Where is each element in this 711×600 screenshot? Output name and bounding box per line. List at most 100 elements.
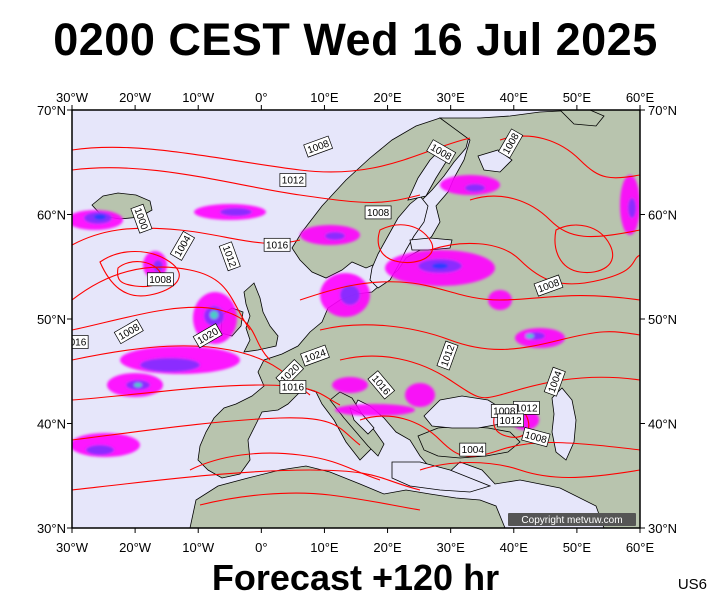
isobar-label-text: 1004	[462, 445, 485, 456]
isobar-label: 1016	[279, 380, 307, 394]
isobar-line	[72, 167, 421, 204]
precipitation-area	[153, 260, 163, 272]
latitude-label: 30°N	[648, 521, 677, 536]
isobar-label-box	[426, 139, 457, 165]
isobar-label-text: 1012	[499, 416, 522, 427]
longitude-label: 20°E	[373, 90, 402, 105]
isobar-label-box	[169, 230, 196, 261]
precipitation-area	[465, 184, 485, 192]
longitude-label: 30°W	[56, 540, 89, 555]
longitude-label: 0°	[255, 540, 267, 555]
longitude-label: 40°E	[500, 90, 529, 105]
longitude-label: 60°E	[626, 90, 655, 105]
isobar-label: 1008	[364, 205, 392, 220]
isobar-line	[72, 469, 421, 491]
latitude-label: 40°N	[648, 417, 677, 432]
isobar-label-text: 1008	[493, 406, 516, 417]
inland-seas	[349, 149, 577, 493]
isobar-label-text: 1016	[282, 382, 305, 393]
isobar-label: 1012	[497, 413, 524, 428]
isobar-line	[72, 266, 251, 331]
isobar-label: 1016	[263, 237, 291, 252]
isobar-label-box	[147, 272, 174, 287]
latitude-labels-right: 70°N 60°N 50°N 40°N 30°N	[648, 103, 677, 536]
isobar-label-box	[303, 135, 334, 158]
isobar-line	[199, 492, 421, 511]
precipitation-area	[332, 377, 368, 393]
isobar-label-box	[279, 173, 307, 187]
latitude-label: 30°N	[37, 521, 66, 536]
precipitation-area	[628, 198, 636, 218]
copyright-text: Copyright metvuw.com	[521, 515, 622, 526]
isobar-label-box	[459, 442, 487, 457]
isobar-label-box	[130, 203, 153, 234]
isobar-label-text: 1016	[266, 240, 289, 251]
longitude-label: 10°E	[310, 540, 339, 555]
isobar-line	[299, 281, 640, 301]
isobar-lines	[72, 135, 640, 511]
caspian-sea	[551, 387, 577, 461]
isobar-label-box	[497, 413, 524, 428]
isobar-label: 1016	[64, 335, 89, 349]
isobar-line	[377, 224, 433, 264]
isobar-line	[72, 137, 471, 173]
gulf-of-finland	[409, 237, 453, 251]
model-tag: US6	[677, 576, 707, 593]
isobar-label-box	[279, 380, 307, 394]
latitude-label: 60°N	[37, 208, 66, 223]
precipitation-area	[405, 383, 435, 407]
longitude-label: 20°E	[373, 540, 402, 555]
isobar-label-text: 1012	[282, 176, 305, 187]
isobar-label: 1008	[521, 427, 551, 448]
isobar-line	[419, 462, 640, 479]
precipitation-area	[340, 285, 360, 305]
isobar-label-box	[364, 205, 392, 220]
precipitation-area	[210, 311, 218, 319]
longitude-label: 50°E	[563, 90, 592, 105]
latitude-label: 70°N	[37, 103, 66, 118]
isobar-line	[499, 135, 640, 179]
isobar-label: 1004	[459, 442, 487, 457]
precipitation-area	[86, 445, 114, 455]
longitude-label: 50°E	[563, 540, 592, 555]
isobar-label: 1008	[147, 272, 174, 287]
longitude-label: 30°E	[436, 90, 465, 105]
isobar-line	[189, 452, 381, 481]
isobar-label-box	[300, 344, 330, 367]
isobar-line	[99, 251, 180, 297]
isobar-label-box	[263, 237, 291, 252]
isobar-label-box	[367, 370, 396, 400]
latitude-labels-left: 70°N 60°N 50°N 40°N 30°N	[37, 103, 66, 536]
latitude-label: 60°N	[648, 208, 677, 223]
longitude-label: 10°E	[310, 90, 339, 105]
isobar-line	[319, 324, 640, 351]
longitude-label: 30°E	[436, 540, 465, 555]
isobar-label-box	[533, 274, 564, 297]
longitude-label: 30°W	[56, 90, 89, 105]
isobar-line	[72, 417, 361, 446]
tick-marks	[67, 105, 645, 533]
isobar-label-text: 1016	[64, 337, 87, 348]
great-britain-landmass	[243, 282, 279, 353]
isobar-label-box	[498, 128, 524, 159]
isobar-label-box	[218, 241, 241, 272]
isobar-line	[469, 195, 640, 238]
isobar-label: 1012	[279, 173, 307, 187]
isobar-label-box	[113, 318, 144, 345]
longitude-label: 20°W	[119, 540, 152, 555]
isobar-line	[72, 306, 271, 361]
latitude-label: 40°N	[37, 417, 66, 432]
isobar-label: 1008	[113, 318, 144, 345]
isobar-line	[554, 224, 614, 274]
precipitation-areas	[72, 175, 640, 457]
forecast-label: Forecast +120 hr	[211, 557, 500, 598]
precipitation-area	[335, 404, 415, 416]
precipitation-area	[220, 208, 252, 216]
arctic-islands-landmass	[559, 110, 605, 127]
precipitation-area	[140, 358, 200, 372]
copyright-badge: Copyright metvuw.com	[508, 513, 636, 526]
isobar-line	[339, 355, 640, 399]
longitude-labels-top: 30°W 20°W 10°W 0° 10°E 20°E 30°E 40°E 50°E 60°E	[56, 90, 654, 105]
white-sea	[477, 149, 513, 173]
